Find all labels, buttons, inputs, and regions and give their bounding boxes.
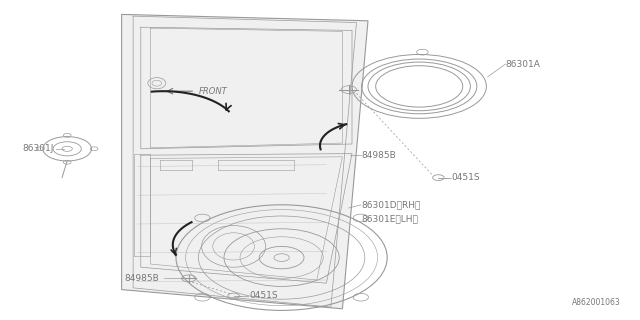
- Text: 0451S: 0451S: [451, 173, 480, 182]
- Text: 0451S: 0451S: [250, 292, 278, 300]
- Text: 86301D〈RH〉: 86301D〈RH〉: [362, 200, 421, 209]
- Text: A862001063: A862001063: [572, 298, 621, 307]
- Text: 86301A: 86301A: [506, 60, 540, 68]
- Text: 86301J: 86301J: [22, 144, 54, 153]
- Polygon shape: [122, 14, 368, 309]
- Text: 84985B: 84985B: [125, 274, 159, 283]
- Text: 84985B: 84985B: [362, 151, 396, 160]
- Text: 86301E〈LH〉: 86301E〈LH〉: [362, 215, 419, 224]
- Text: FRONT: FRONT: [198, 87, 227, 96]
